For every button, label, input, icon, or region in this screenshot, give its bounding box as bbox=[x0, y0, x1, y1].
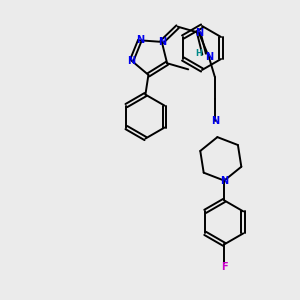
Text: N: N bbox=[158, 37, 166, 47]
Text: N: N bbox=[211, 116, 219, 126]
Text: N: N bbox=[128, 56, 136, 66]
Text: H: H bbox=[195, 49, 202, 58]
Text: N: N bbox=[195, 28, 203, 38]
Text: N: N bbox=[205, 52, 213, 62]
Text: F: F bbox=[221, 262, 227, 272]
Text: N: N bbox=[136, 35, 144, 45]
Text: N: N bbox=[220, 176, 228, 186]
